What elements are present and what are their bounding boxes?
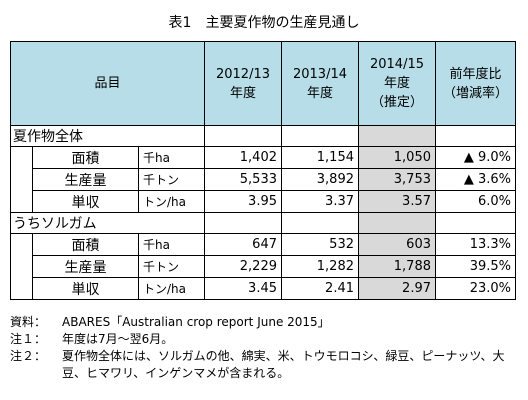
empty-cell xyxy=(435,212,516,234)
row-label: 生産量 xyxy=(32,255,139,278)
value-2012-13: 647 xyxy=(204,233,282,256)
header-2014-15-note: （推定） xyxy=(370,95,423,110)
section-label: 夏作物全体 xyxy=(10,125,205,147)
value-yoy: ▲ 3.6% xyxy=(435,168,516,191)
row-label: 単収 xyxy=(32,190,139,213)
value-2014-15: 1,050 xyxy=(358,146,436,169)
row-unit: 千トン xyxy=(138,255,205,278)
empty-cell xyxy=(204,125,282,147)
header-2012-13: 2012/13 年度 xyxy=(204,41,282,126)
section-row-sorghum: うちソルガム xyxy=(10,212,516,234)
note-source: 資料： ABARES「Australian crop report June 2… xyxy=(10,314,520,331)
table-title: 表1 主要夏作物の生産見通し xyxy=(168,15,360,31)
value-2013-14: 3,892 xyxy=(281,168,359,191)
empty-cell xyxy=(281,125,359,147)
value-2012-13: 5,533 xyxy=(204,168,282,191)
indent-cell xyxy=(10,233,33,256)
row-unit: トン/ha xyxy=(138,190,205,213)
value-yoy: 13.3% xyxy=(435,233,516,256)
value-yoy: 6.0% xyxy=(435,190,516,213)
header-item-label: 品目 xyxy=(94,76,121,91)
table-row: 生産量 千トン 2,229 1,282 1,788 39.5% xyxy=(10,255,516,278)
indent-cell xyxy=(10,277,33,300)
value-2012-13: 1,402 xyxy=(204,146,282,169)
header-item: 品目 xyxy=(10,41,205,126)
value-2014-15: 603 xyxy=(358,233,436,256)
value-2013-14: 1,282 xyxy=(281,255,359,278)
value-2014-15: 2.97 xyxy=(358,277,436,300)
value-2012-13: 2,229 xyxy=(204,255,282,278)
indent-cell xyxy=(10,190,33,213)
notes-block: 資料： ABARES「Australian crop report June 2… xyxy=(10,314,520,382)
row-unit: 千ha xyxy=(138,233,205,256)
indent-cell xyxy=(10,255,33,278)
header-2013-14: 2013/14 年度 xyxy=(281,41,359,126)
row-unit: 千ha xyxy=(138,146,205,169)
section-row-summer-total: 夏作物全体 xyxy=(10,125,516,147)
value-2013-14: 3.37 xyxy=(281,190,359,213)
empty-cell xyxy=(204,212,282,234)
note-text: 夏作物全体には、ソルガムの他、綿実、米、トウモロコシ、緑豆、ピーナッツ、大豆、ヒ… xyxy=(62,349,505,380)
value-2014-15: 3.57 xyxy=(358,190,436,213)
table-row: 単収 トン/ha 3.45 2.41 2.97 23.0% xyxy=(10,277,516,300)
header-yoy-note: （増減率） xyxy=(442,85,508,101)
header-2012-13-year: 2012/13 xyxy=(215,66,270,82)
table-row: 生産量 千トン 5,533 3,892 3,753 ▲ 3.6% xyxy=(10,168,516,191)
indent-cell xyxy=(10,146,33,169)
row-label: 面積 xyxy=(32,233,139,256)
header-2014-15: 2014/15 年度 （推定） xyxy=(358,41,436,126)
crop-outlook-table: 品目 2012/13 年度 2013/14 年度 2014/15 年度 （推定）… xyxy=(10,41,516,300)
value-2012-13: 3.95 xyxy=(204,190,282,213)
value-2014-15: 3,753 xyxy=(358,168,436,191)
row-unit: 千トン xyxy=(138,168,205,191)
value-2013-14: 2.41 xyxy=(281,277,359,300)
indent-cell xyxy=(10,168,33,191)
table-row: 面積 千ha 1,402 1,154 1,050 ▲ 9.0% xyxy=(10,146,516,169)
note-key: 注２： xyxy=(10,349,47,363)
note-1: 注１： 年度は7月～翌6月。 xyxy=(10,331,520,348)
note-text: ABARES「Australian crop report June 2015」 xyxy=(62,315,330,329)
header-yoy-label: 前年度比 xyxy=(449,66,502,82)
empty-cell xyxy=(435,125,516,147)
row-label: 面積 xyxy=(32,146,139,169)
header-yoy: 前年度比 （増減率） xyxy=(435,41,516,126)
value-yoy: 39.5% xyxy=(435,255,516,278)
note-text: 年度は7月～翌6月。 xyxy=(62,332,174,346)
row-label: 生産量 xyxy=(32,168,139,191)
header-2014-15-suffix: 年度 xyxy=(383,76,410,91)
empty-cell xyxy=(358,125,436,147)
note-key: 資料： xyxy=(10,315,47,329)
value-2013-14: 532 xyxy=(281,233,359,256)
header-2012-13-suffix: 年度 xyxy=(229,85,256,101)
header-2013-14-suffix: 年度 xyxy=(306,85,333,101)
header-2013-14-year: 2013/14 xyxy=(292,66,347,82)
value-2012-13: 3.45 xyxy=(204,277,282,300)
value-2014-15: 1,788 xyxy=(358,255,436,278)
row-unit: トン/ha xyxy=(138,277,205,300)
note-key: 注１： xyxy=(10,332,47,346)
value-yoy: ▲ 9.0% xyxy=(435,146,516,169)
empty-cell xyxy=(358,212,436,234)
header-2014-15-year: 2014/15 xyxy=(369,57,424,72)
row-label: 単収 xyxy=(32,277,139,300)
value-2013-14: 1,154 xyxy=(281,146,359,169)
note-2: 注２： 夏作物全体には、ソルガムの他、綿実、米、トウモロコシ、緑豆、ピーナッツ、… xyxy=(10,348,520,382)
table-row: 面積 千ha 647 532 603 13.3% xyxy=(10,233,516,256)
table-row: 単収 トン/ha 3.95 3.37 3.57 6.0% xyxy=(10,190,516,213)
header-row: 品目 2012/13 年度 2013/14 年度 2014/15 年度 （推定）… xyxy=(10,41,516,126)
empty-cell xyxy=(281,212,359,234)
section-label: うちソルガム xyxy=(10,212,205,234)
value-yoy: 23.0% xyxy=(435,277,516,300)
